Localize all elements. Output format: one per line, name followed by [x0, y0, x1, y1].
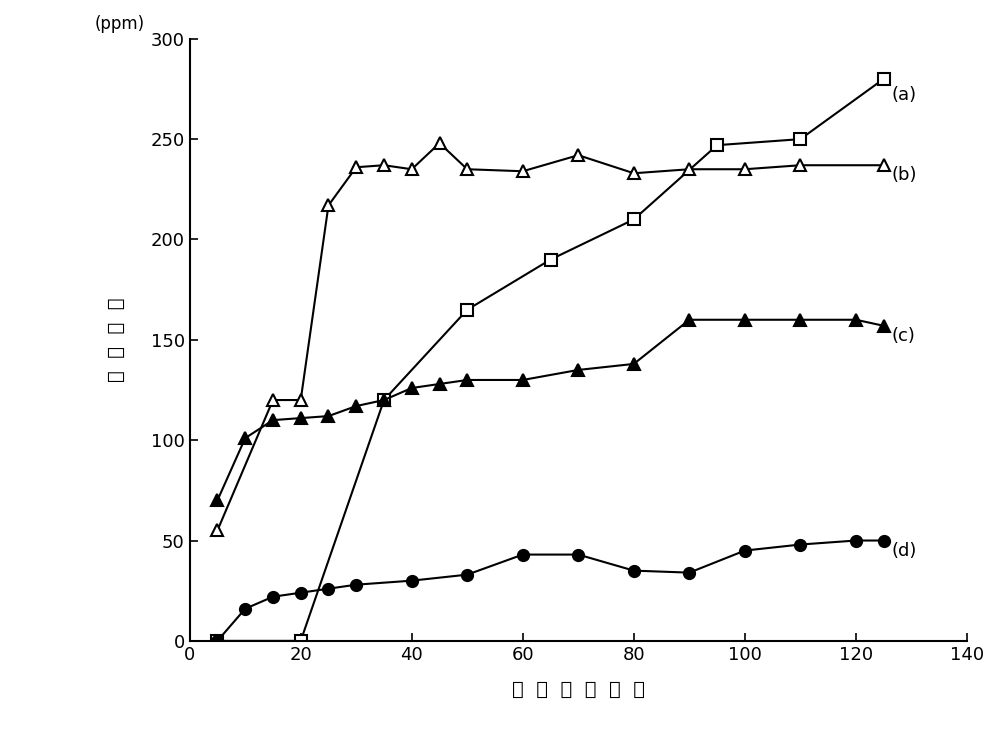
Text: (b): (b)	[892, 166, 917, 184]
Text: (ppm): (ppm)	[95, 15, 145, 33]
Text: (d): (d)	[892, 541, 917, 559]
Text: (a): (a)	[892, 86, 917, 104]
X-axis label: 时  间  （  分  钟  ）: 时 间 （ 分 钟 ）	[511, 681, 644, 699]
Y-axis label: 尾  气  浓  度: 尾 气 浓 度	[107, 298, 126, 382]
Text: (c): (c)	[892, 327, 916, 345]
